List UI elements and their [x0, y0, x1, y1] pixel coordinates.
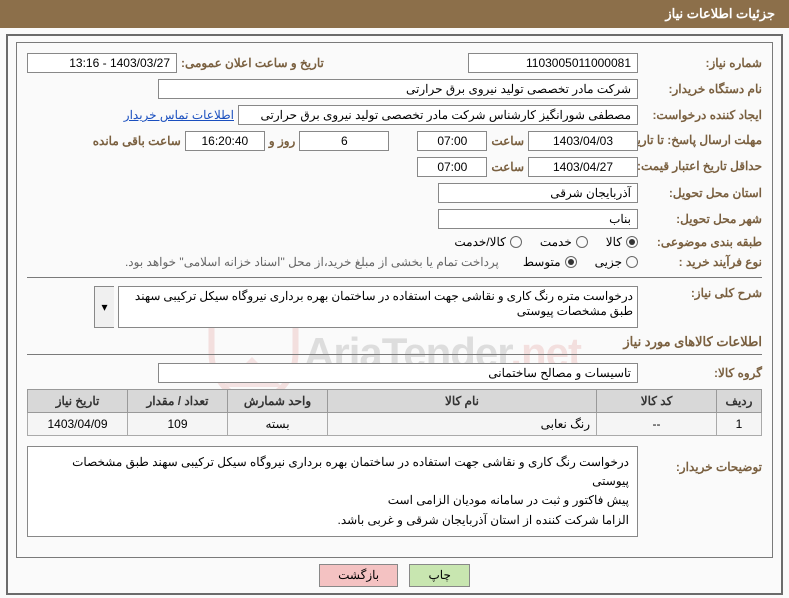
row-requester: ایجاد کننده درخواست: مصطفی شورانگیز کارش…: [27, 105, 762, 125]
buyer-contact-link[interactable]: اطلاعات تماس خریدار: [124, 108, 234, 122]
radio-partial[interactable]: [626, 256, 638, 268]
cell-row: 1: [717, 413, 762, 436]
need-number-label: شماره نیاز:: [642, 56, 762, 70]
table-row: 1 -- رنگ نعابی بسته 109 1403/04/09: [28, 413, 762, 436]
validity-label: حداقل تاریخ اعتبار قیمت: تا تاریخ:: [642, 160, 762, 173]
days-and-label: روز و: [269, 134, 296, 148]
deadline-time: 07:00: [417, 131, 487, 151]
row-process-type: نوع فرآیند خرید : جزیی متوسط پرداخت تمام…: [27, 255, 762, 269]
buyer-org-value: شرکت مادر تخصصی تولید نیروی برق حرارتی: [158, 79, 638, 99]
page-title-bar: جزئیات اطلاعات نیاز: [0, 0, 789, 28]
row-need-number: شماره نیاز: 1103005011000081 تاریخ و ساع…: [27, 53, 762, 73]
action-buttons: چاپ بازگشت: [16, 564, 773, 587]
items-table: ردیف کد کالا نام کالا واحد شمارش تعداد /…: [27, 389, 762, 436]
items-section-title: اطلاعات کالاهای مورد نیاز: [27, 334, 762, 355]
page-title: جزئیات اطلاعات نیاز: [665, 6, 775, 21]
deadline-time-label: ساعت: [491, 134, 524, 148]
outer-frame: AriaTender.net شماره نیاز: 1103005011000…: [6, 34, 783, 595]
back-button[interactable]: بازگشت: [319, 564, 398, 587]
subject-cat-label: طبقه بندی موضوعی:: [642, 235, 762, 249]
item-group-value: تاسیسات و مصالح ساختمانی: [158, 363, 638, 383]
cell-unit: بسته: [228, 413, 328, 436]
row-subject-category: طبقه بندی موضوعی: کالا خدمت کالا/خدمت: [27, 235, 762, 249]
cell-qty: 109: [128, 413, 228, 436]
radio-kala-khadamat[interactable]: [510, 236, 522, 248]
overall-desc-textarea[interactable]: [118, 286, 638, 328]
print-button[interactable]: چاپ: [409, 564, 469, 587]
cell-date: 1403/04/09: [28, 413, 128, 436]
requester-value: مصطفی شورانگیز کارشناس شرکت مادر تخصصی ت…: [238, 105, 638, 125]
need-number-value: 1103005011000081: [468, 53, 638, 73]
radio-kala[interactable]: [626, 236, 638, 248]
buyer-notes-box: درخواست رنگ کاری و نقاشی جهت استفاده در …: [27, 446, 638, 537]
col-name: نام کالا: [328, 390, 597, 413]
buyer-notes-label: توضیحات خریدار:: [642, 446, 762, 474]
cell-code: --: [597, 413, 717, 436]
row-buyer-org: نام دستگاه خریدار: شرکت مادر تخصصی تولید…: [27, 79, 762, 99]
buyer-org-label: نام دستگاه خریدار:: [642, 82, 762, 96]
table-header-row: ردیف کد کالا نام کالا واحد شمارش تعداد /…: [28, 390, 762, 413]
validity-date: 1403/04/27: [528, 157, 638, 177]
requester-label: ایجاد کننده درخواست:: [642, 108, 762, 122]
remaining-label: ساعت باقی مانده: [93, 134, 181, 148]
cell-name: رنگ نعابی: [328, 413, 597, 436]
announce-value: 1403/03/27 - 13:16: [27, 53, 177, 73]
row-validity: حداقل تاریخ اعتبار قیمت: تا تاریخ: 1403/…: [27, 157, 762, 177]
validity-time: 07:00: [417, 157, 487, 177]
row-province: استان محل تحویل: آذربایجان شرقی: [27, 183, 762, 203]
radio-medium[interactable]: [565, 256, 577, 268]
col-qty: تعداد / مقدار: [128, 390, 228, 413]
overall-desc-label: شرح کلی نیاز:: [642, 286, 762, 300]
validity-time-label: ساعت: [491, 160, 524, 174]
item-group-label: گروه کالا:: [642, 366, 762, 380]
province-value: آذربایجان شرقی: [438, 183, 638, 203]
textarea-expand-button[interactable]: ▾: [94, 286, 114, 328]
city-value: بناب: [438, 209, 638, 229]
col-code: کد کالا: [597, 390, 717, 413]
col-date: تاریخ نیاز: [28, 390, 128, 413]
city-label: شهر محل تحویل:: [642, 212, 762, 226]
inner-frame: AriaTender.net شماره نیاز: 1103005011000…: [16, 42, 773, 558]
chevron-down-icon: ▾: [101, 300, 107, 314]
radio-khadamat[interactable]: [576, 236, 588, 248]
deadline-date: 1403/04/03: [528, 131, 638, 151]
row-overall-desc: شرح کلی نیاز: ▾: [27, 286, 762, 328]
col-row: ردیف: [717, 390, 762, 413]
remaining-days: 6: [299, 131, 389, 151]
province-label: استان محل تحویل:: [642, 186, 762, 200]
process-note: پرداخت تمام یا بخشی از مبلغ خرید،از محل …: [125, 255, 499, 269]
remaining-time: 16:20:40: [185, 131, 265, 151]
buyer-notes-text: درخواست رنگ کاری و نقاشی جهت استفاده در …: [72, 455, 629, 527]
row-buyer-notes: توضیحات خریدار: درخواست رنگ کاری و نقاشی…: [27, 446, 762, 537]
row-deadline: مهلت ارسال پاسخ: تا تاریخ: 1403/04/03 سا…: [27, 131, 762, 151]
process-radios: جزیی متوسط: [523, 255, 638, 269]
col-unit: واحد شمارش: [228, 390, 328, 413]
subject-cat-radios: کالا خدمت کالا/خدمت: [454, 235, 638, 249]
row-item-group: گروه کالا: تاسیسات و مصالح ساختمانی: [27, 363, 762, 383]
row-city: شهر محل تحویل: بناب: [27, 209, 762, 229]
announce-label: تاریخ و ساعت اعلان عمومی:: [181, 56, 324, 70]
process-label: نوع فرآیند خرید :: [642, 255, 762, 269]
deadline-label: مهلت ارسال پاسخ: تا تاریخ:: [642, 134, 762, 147]
